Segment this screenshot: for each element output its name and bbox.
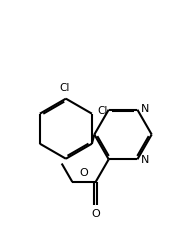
Text: N: N [141,155,150,165]
Text: Cl: Cl [97,106,108,116]
Text: N: N [141,104,150,114]
Text: O: O [80,168,88,178]
Text: O: O [91,209,100,219]
Text: Cl: Cl [60,83,70,93]
